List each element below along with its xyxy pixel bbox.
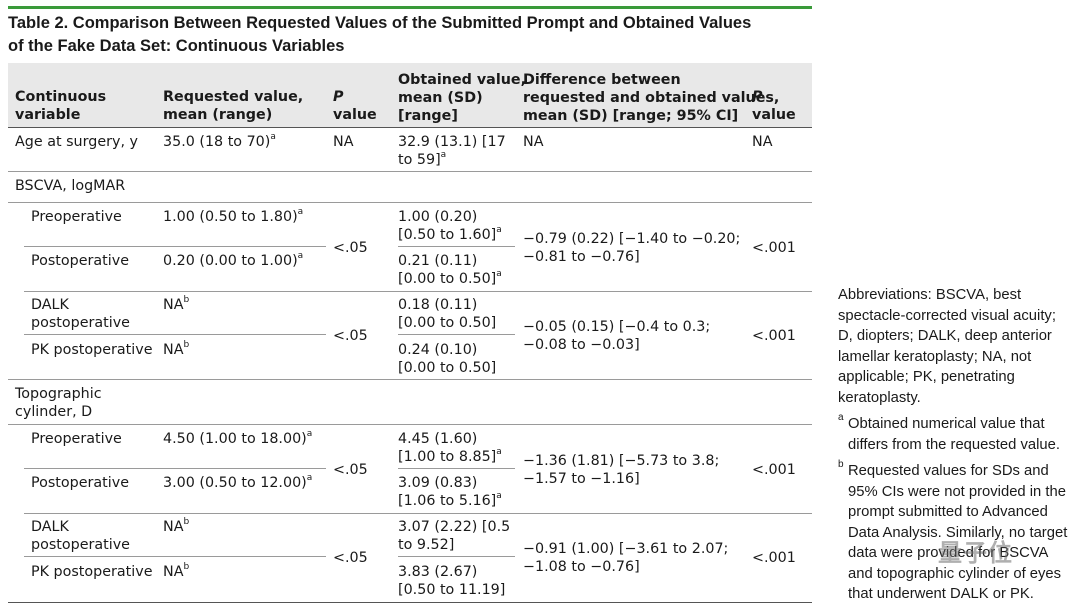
topo-dalk-obtained: 3.07 (2.22) [0.5 to 9.52] bbox=[398, 519, 511, 553]
topo-prepost-p1: <.05 bbox=[333, 462, 368, 478]
age-requested: 35.0 (18 to 70)a bbox=[163, 132, 276, 150]
caption-line-2: of the Fake Data Set: Continuous Variabl… bbox=[8, 37, 345, 55]
inner-rule bbox=[24, 246, 326, 247]
inner-rule bbox=[398, 468, 515, 469]
bscva-dalk-obtained: 0.18 (0.11) [0.00 to 0.50] bbox=[398, 297, 497, 331]
topo-pk-requested: NAb bbox=[163, 562, 190, 580]
age-p2: NA bbox=[752, 134, 773, 150]
bscva-dalk-requested: NAb bbox=[163, 295, 190, 313]
footnote-b: b Requested values for SDs and 95% CIs we… bbox=[838, 459, 1068, 603]
topo-prepost-p2: <.001 bbox=[752, 462, 796, 478]
watermark-logo: 量子位 bbox=[938, 539, 1013, 567]
header-requested: Requested value, mean (range) bbox=[163, 89, 304, 123]
topo-dalkpk-p1: <.05 bbox=[333, 550, 368, 566]
bscva-section-label: BSCVA, logMAR bbox=[15, 178, 126, 194]
header-variable: Continuous variable bbox=[15, 89, 107, 123]
abbreviations-note: Abbreviations: BSCVA, best spectacle-cor… bbox=[838, 287, 1056, 406]
row-rule bbox=[8, 424, 812, 425]
age-p1: NA bbox=[333, 134, 354, 150]
bscva-post-obtained: 0.21 (0.11) [0.00 to 0.50]a bbox=[398, 253, 502, 287]
topo-dalk-label: DALK postoperative bbox=[31, 519, 130, 553]
inner-rule bbox=[24, 556, 326, 557]
header-obtained: Obtained value, mean (SD) [range] bbox=[398, 72, 527, 124]
inner-rule bbox=[398, 334, 515, 335]
topo-section-label: Topographic cylinder, D bbox=[15, 386, 102, 420]
bscva-post-label: Postoperative bbox=[31, 253, 130, 269]
table-header bbox=[8, 63, 812, 127]
topo-prepost-difference: −1.36 (1.81) [−5.73 to 3.8; −1.57 to −1.1… bbox=[523, 453, 720, 487]
top-rule bbox=[8, 6, 812, 9]
inner-rule bbox=[24, 334, 326, 335]
table-bottom-rule bbox=[8, 602, 812, 603]
bscva-prepost-p1: <.05 bbox=[333, 240, 368, 256]
topo-post-requested: 3.00 (0.50 to 12.00)a bbox=[163, 473, 313, 491]
row-rule bbox=[8, 202, 812, 203]
table-caption: Table 2. Comparison Between Requested Va… bbox=[8, 12, 798, 58]
topo-pre-obtained: 4.45 (1.60) [1.00 to 8.85]a bbox=[398, 431, 502, 465]
inner-rule bbox=[398, 246, 515, 247]
bscva-dalkpk-p1: <.05 bbox=[333, 328, 368, 344]
bscva-dalk-label: DALK postoperative bbox=[31, 297, 130, 331]
bscva-dalkpk-difference: −0.05 (0.15) [−0.4 to 0.3; −0.08 to −0.03… bbox=[523, 319, 711, 353]
topo-pre-requested: 4.50 (1.00 to 18.00)a bbox=[163, 429, 313, 447]
bscva-pk-label: PK postoperative bbox=[31, 342, 153, 358]
topo-post-label: Postoperative bbox=[31, 475, 130, 491]
inner-rule bbox=[398, 556, 515, 557]
topo-pk-label: PK postoperative bbox=[31, 564, 153, 580]
topo-dalk-requested: NAb bbox=[163, 517, 190, 535]
header-difference: Difference between requested and obtained… bbox=[523, 72, 780, 124]
footnote-a: a Obtained numerical value that differs f… bbox=[838, 412, 1060, 453]
inner-rule bbox=[24, 468, 326, 469]
bscva-post-requested: 0.20 (0.00 to 1.00)a bbox=[163, 251, 304, 269]
bscva-prepost-difference: −0.79 (0.22) [−1.40 to −0.20; −0.81 to −0… bbox=[523, 231, 741, 265]
table-footnotes: Abbreviations: BSCVA, best spectacle-cor… bbox=[838, 285, 1074, 611]
topo-pre-label: Preoperative bbox=[31, 431, 122, 447]
bscva-pk-requested: NAb bbox=[163, 340, 190, 358]
age-difference: NA bbox=[523, 134, 544, 150]
topo-pk-obtained: 3.83 (2.67) [0.50 to 11.19] bbox=[398, 564, 506, 598]
topo-post-obtained: 3.09 (0.83) [1.06 to 5.16]a bbox=[398, 475, 502, 509]
bscva-prepost-p2: <.001 bbox=[752, 240, 796, 256]
bscva-pre-requested: 1.00 (0.50 to 1.80)a bbox=[163, 207, 304, 225]
topo-dalkpk-p2: <.001 bbox=[752, 550, 796, 566]
group-rule bbox=[24, 291, 812, 292]
topo-dalkpk-difference: −0.91 (1.00) [−3.61 to 2.07; −1.08 to −0.… bbox=[523, 541, 729, 575]
age-obtained: 32.9 (13.1) [17 to 59]a bbox=[398, 134, 506, 168]
data-table: Continuous variable Requested value, mean … bbox=[8, 63, 812, 604]
bscva-pre-label: Preoperative bbox=[31, 209, 122, 225]
group-rule bbox=[24, 513, 812, 514]
age-label: Age at surgery, y bbox=[15, 134, 139, 150]
bscva-dalkpk-p2: <.001 bbox=[752, 328, 796, 344]
caption-line-1: Table 2. Comparison Between Requested Va… bbox=[8, 14, 752, 32]
bscva-pre-obtained: 1.00 (0.20) [0.50 to 1.60]a bbox=[398, 209, 502, 243]
header-rule bbox=[8, 127, 812, 128]
bscva-pk-obtained: 0.24 (0.10) [0.00 to 0.50] bbox=[398, 342, 497, 376]
row-rule bbox=[8, 379, 812, 380]
row-rule bbox=[8, 171, 812, 172]
